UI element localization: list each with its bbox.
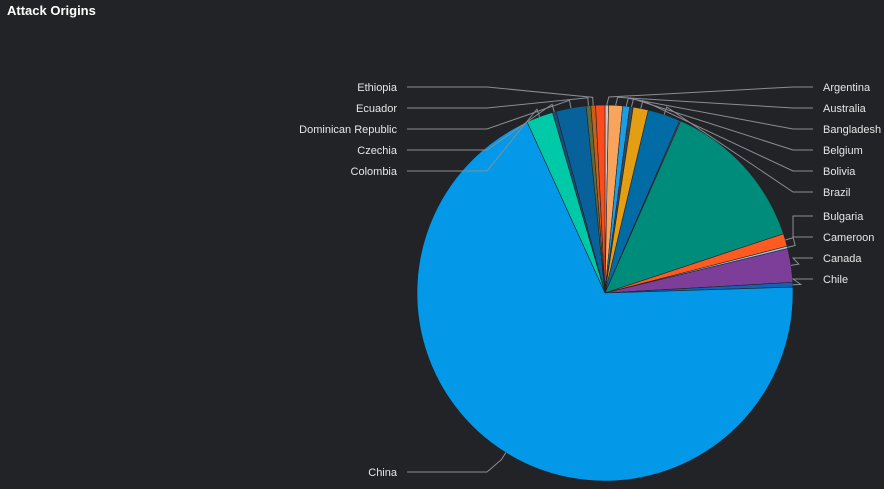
leader-line-bolivia [640,99,813,172]
slice-label-china: China [368,467,398,479]
leader-line-brazil [663,106,813,193]
leader-line-canada [790,257,813,266]
slice-label-chile: Chile [823,274,848,286]
slice-label-cameroon: Cameroon [823,232,874,244]
leader-line-argentina [606,86,813,106]
pie-slices [416,104,794,482]
leader-line-australia [615,96,813,109]
leader-line-ecuador [407,97,589,109]
slice-label-argentina: Argentina [823,82,871,94]
leader-line-cameroon [787,236,813,248]
slice-label-bolivia: Bolivia [823,166,856,178]
slice-label-belgium: Belgium [823,145,863,157]
pie-slice-unlabeled-7[interactable] [604,120,784,294]
slice-label-brazil: Brazil [823,187,851,199]
slice-label-czechia: Czechia [357,145,398,157]
leader-line-colombia [407,108,541,172]
leader-line-ethiopia [407,86,594,106]
leader-line-czechia [407,103,555,151]
slice-label-dominican-republic: Dominican Republic [299,124,397,136]
slice-label-bulgaria: Bulgaria [823,211,864,223]
slice-label-ethiopia: Ethiopia [357,82,398,94]
leader-line-china [407,452,507,473]
pie-labels: Argentina Australia Bangladesh Belgium Boliv… [299,82,881,479]
pie-slice-unlabeled-18[interactable] [595,104,606,294]
leader-line-belgium [631,98,813,151]
slice-label-australia: Australia [823,103,867,115]
slice-label-colombia: Colombia [351,166,398,178]
slice-label-ecuador: Ecuador [356,103,397,115]
leader-line-bangladesh [625,97,813,130]
panel-title: Attack Origins [7,3,96,18]
leader-line-bulgaria [785,215,813,241]
leader-line-dominican-republic [407,99,572,130]
slice-label-bangladesh: Bangladesh [823,124,881,136]
slice-label-canada: Canada [823,253,862,265]
leader-line-chile [791,278,813,286]
